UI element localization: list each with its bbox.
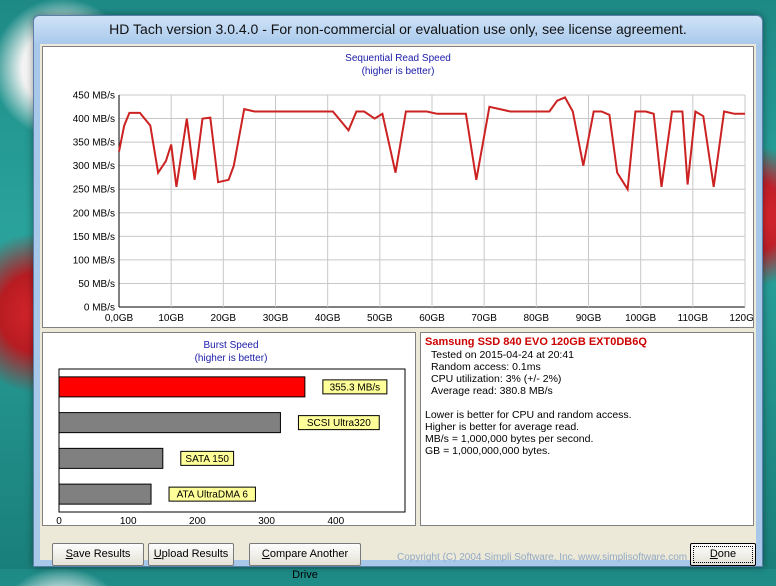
seq-x-tick-label: 30GB: [263, 313, 289, 324]
seq-y-tick-label: 400 MB/s: [73, 114, 115, 125]
app-window: HD Tach version 3.0.4.0 - For non-commer…: [33, 15, 763, 581]
burst-speed-chart: Burst Speed (higher is better) 355.3 MB/…: [56, 340, 406, 527]
sequential-read-panel: Sequential Read Speed (higher is better)…: [42, 46, 761, 328]
upload-button-mnemonic: U: [153, 548, 162, 560]
burst-bar-label-box: [180, 450, 235, 466]
seq-y-tick-label: 250 MB/s: [73, 185, 115, 196]
compare-button-mnemonic: C: [261, 548, 270, 560]
save-button-mnemonic: S: [65, 548, 73, 560]
burst-bar-label: SCSI Ultra320: [307, 418, 371, 429]
burst-x-tick-label: 300: [258, 516, 275, 525]
burst-chart-subtitle: (higher is better): [195, 353, 268, 364]
note-higher-better: Higher is better for average read.: [425, 421, 580, 433]
burst-bar-label: ATA UltraDMA 6: [177, 490, 249, 501]
seq-y-tick-label: 300 MB/s: [73, 161, 115, 172]
seq-y-tick-label: 150 MB/s: [73, 232, 115, 243]
burst-bar-label-box: [297, 415, 380, 431]
seq-x-tick-label: 90GB: [576, 313, 602, 324]
seq-x-tick-label: 10GB: [158, 313, 184, 324]
seq-y-tick-label: 450 MB/s: [73, 91, 115, 102]
burst-x-tick-label: 400: [327, 516, 344, 525]
client-area: Sequential Read Speed (higher is better)…: [40, 44, 761, 581]
seq-x-tick-label: 20GB: [211, 313, 237, 324]
seq-y-tick-label: 100 MB/s: [73, 255, 115, 266]
done-button[interactable]: Done: [690, 543, 756, 566]
drive-name: Samsung SSD 840 EVO 120GB EXT0DB6Q: [425, 336, 647, 348]
copyright-text: Copyright (C) 2004 Simpli Software, Inc.…: [397, 552, 688, 563]
seq-x-tick-label: 50GB: [367, 313, 393, 324]
sequential-read-chart: Sequential Read Speed (higher is better)…: [73, 53, 761, 324]
burst-plot-frame: [58, 368, 406, 513]
burst-bar: [58, 412, 281, 434]
save-button-label: ave Results: [72, 548, 131, 560]
burst-x-tick-label: 200: [189, 516, 206, 525]
seq-y-tick-label: 200 MB/s: [73, 208, 115, 219]
burst-bar: [58, 376, 306, 398]
note-gb-definition: GB = 1,000,000,000 bytes.: [425, 445, 551, 457]
window-title: HD Tach version 3.0.4.0 - For non-commer…: [109, 21, 687, 37]
burst-bar-label-box: [168, 486, 256, 502]
seq-x-tick-label: 110GB: [678, 313, 709, 324]
upload-button-label: pload Results: [161, 548, 229, 560]
seq-y-tick-label: 50 MB/s: [78, 279, 115, 290]
seq-x-tick-label: 0,0GB: [105, 313, 134, 324]
burst-speed-panel: Burst Speed (higher is better) 355.3 MB/…: [42, 332, 416, 527]
note-mb-definition: MB/s = 1,000,000 bytes per second.: [425, 433, 594, 445]
results-info-panel: Samsung SSD 840 EVO 120GB EXT0DB6Q Teste…: [420, 332, 754, 526]
burst-x-tick-label: 100: [120, 516, 137, 525]
sequential-chart-title: Sequential Read Speed: [345, 53, 451, 64]
save-results-button[interactable]: Save Results: [52, 543, 144, 566]
seq-x-tick-label: 40GB: [315, 313, 341, 324]
burst-bar: [58, 483, 152, 505]
burst-chart-title: Burst Speed: [203, 340, 258, 351]
seq-x-tick-label: 70GB: [471, 313, 497, 324]
tested-on-text: Tested on 2015-04-24 at 20:41: [431, 349, 575, 361]
burst-bar: [58, 447, 164, 469]
random-access-text: Random access: 0.1ms: [431, 361, 541, 373]
burst-bar-label: SATA 150: [185, 454, 229, 465]
seq-x-tick-label: 100GB: [625, 313, 656, 324]
upload-results-button[interactable]: Upload Results: [148, 543, 234, 566]
cpu-utilization-text: CPU utilization: 3% (+/- 2%): [431, 373, 562, 385]
sequential-chart-subtitle: (higher is better): [362, 66, 435, 77]
done-button-label: one: [717, 548, 737, 560]
compare-another-drive-button[interactable]: Compare Another Drive: [249, 543, 361, 581]
burst-bar-label: 355.3 MB/s: [330, 382, 381, 393]
burst-bar-label-box: [322, 379, 388, 395]
sequential-read-series-line: [118, 96, 745, 193]
note-lower-better: Lower is better for CPU and random acces…: [425, 409, 632, 421]
title-bar[interactable]: HD Tach version 3.0.4.0 - For non-commer…: [34, 16, 762, 44]
seq-x-tick-label: 60GB: [419, 313, 445, 324]
seq-x-tick-label: 120GB: [729, 313, 753, 324]
average-read-text: Average read: 380.8 MB/s: [431, 385, 553, 397]
compare-button-label: ompare Another Drive: [269, 548, 349, 581]
done-button-mnemonic: D: [709, 548, 718, 560]
seq-y-tick-label: 0 MB/s: [84, 303, 115, 314]
burst-x-tick-label: 0: [56, 516, 62, 525]
seq-x-tick-label: 80GB: [524, 313, 550, 324]
seq-y-tick-label: 350 MB/s: [73, 138, 115, 149]
